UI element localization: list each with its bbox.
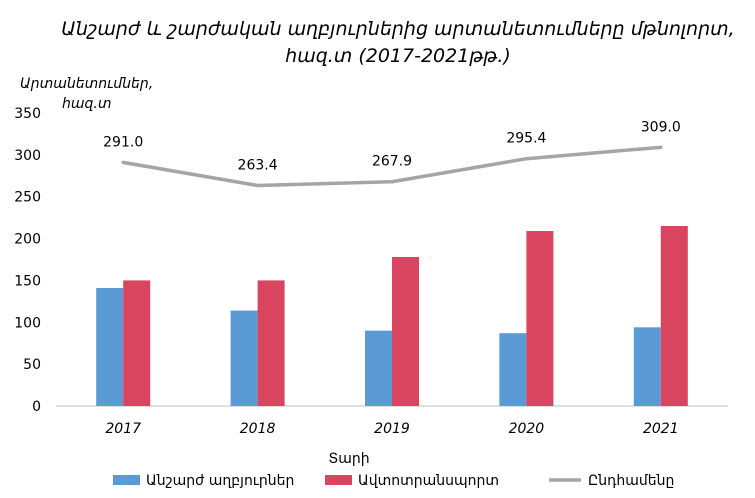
total-data-label: 291.0: [103, 134, 143, 150]
y-tick-label: 100: [14, 315, 41, 331]
total-data-label: 309.0: [641, 119, 681, 135]
total-line: [121, 145, 663, 188]
x-tick-label: 2018: [240, 421, 276, 437]
x-tick-label: 2019: [374, 421, 410, 437]
bar-stationary-sources-2019: [365, 330, 392, 406]
legend-label-2: Ընդհամենը: [588, 473, 674, 489]
y-tick-label: 200: [14, 232, 41, 248]
bar-stationary-sources-2017: [96, 287, 124, 406]
legend-swatch-1: [325, 475, 352, 485]
chart-title-line2: հազ.տ (2017-2021թթ.): [285, 45, 511, 67]
bar-transport-2019: [392, 256, 419, 406]
bar-transport-2017: [123, 280, 151, 406]
total-data-label: 263.4: [238, 157, 278, 173]
legend: Անշարժ աղբյուրներ Ավտոտրանսպորտ Ընդհամենը: [113, 473, 674, 489]
bar-stationary-sources-2021: [633, 327, 661, 406]
legend-swatch-0: [113, 475, 140, 485]
bar-stationary-sources-2018: [230, 310, 258, 406]
y-tick-label: 350: [14, 106, 41, 122]
y-tick-label: 300: [14, 148, 41, 164]
y-tick-label: 0: [32, 399, 41, 415]
bar-transport-2020: [526, 231, 554, 406]
legend-label-0: Անշարժ աղբյուրներ: [146, 473, 294, 489]
total-data-label: 295.4: [506, 131, 546, 147]
x-tick-label: 2017: [105, 421, 141, 437]
y-tick-label: 150: [14, 273, 41, 289]
bar-transport-2021: [660, 226, 688, 406]
y-tick-label: 50: [23, 357, 41, 373]
chart-title-line1: Անշարժ և շարժական աղբյուրներից արտանետու…: [61, 18, 734, 40]
x-tick-label: 2020: [509, 421, 545, 437]
total-data-label: 267.9: [372, 154, 412, 170]
bar-series: [96, 226, 688, 406]
y-axis-label-line1: Արտանետումներ,: [20, 76, 153, 92]
bar-stationary-sources-2020: [499, 333, 527, 406]
y-axis-label-line2: հազ.տ: [62, 96, 111, 112]
x-axis-label: Տարի: [328, 451, 369, 467]
line-series: 291.0 263.4 267.9 295.4 309.0: [103, 119, 681, 188]
legend-label-1: Ավտոտրանսպորտ: [358, 473, 499, 489]
x-tick-label: 2021: [643, 421, 679, 437]
y-tick-label: 250: [14, 190, 41, 206]
plot-area: 0 50 100 150 200 250 300 350 2017 2018 2019 2020 202…: [14, 106, 728, 437]
bar-transport-2018: [257, 280, 285, 406]
